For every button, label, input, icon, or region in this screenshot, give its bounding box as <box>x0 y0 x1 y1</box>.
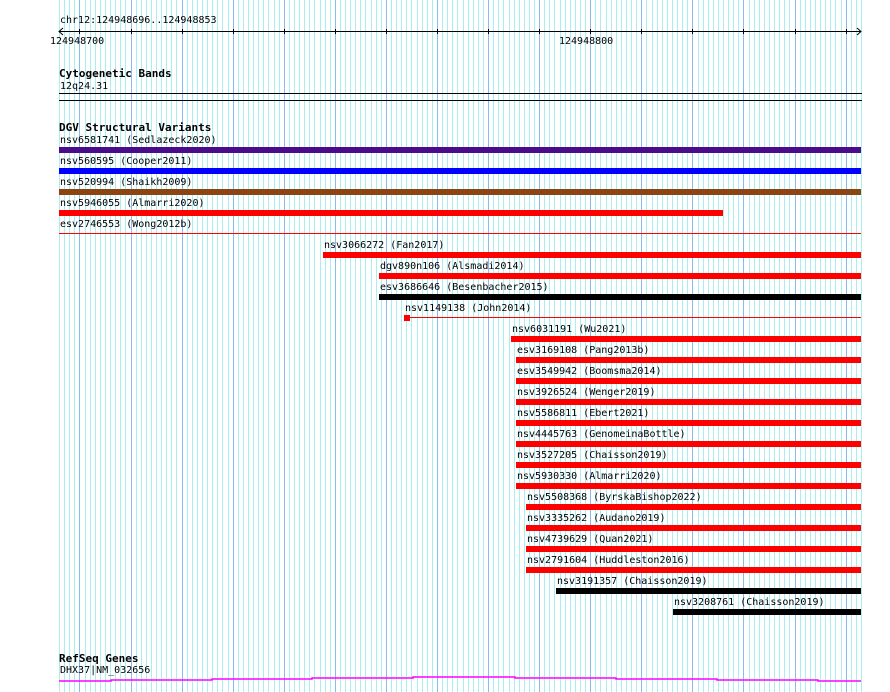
variant-label[interactable]: nsv5508368 (ByrskaBishop2022) <box>527 492 702 503</box>
variant-bar[interactable] <box>526 546 861 552</box>
variant-bar[interactable] <box>673 609 861 615</box>
variant-label[interactable]: nsv3191357 (Chaisson2019) <box>557 576 708 587</box>
refseq-track-title: RefSeq Genes <box>59 652 139 665</box>
ruler-tick-label: 124948700 <box>50 36 105 47</box>
variant-label[interactable]: nsv3208761 (Chaisson2019) <box>674 597 825 608</box>
variant-bar[interactable] <box>516 441 861 447</box>
variant-bar[interactable] <box>516 357 861 363</box>
variant-bar[interactable] <box>516 399 861 405</box>
variant-label[interactable]: nsv3066272 (Fan2017) <box>324 240 445 251</box>
cytoband-line <box>59 93 862 94</box>
cytoband-track-title: Cytogenetic Bands <box>59 67 172 80</box>
variant-bar[interactable] <box>511 336 861 342</box>
gene-label[interactable]: DHX37|NM_032656 <box>60 665 151 676</box>
variant-label[interactable]: esv3686646 (Besenbacher2015) <box>380 282 549 293</box>
variant-label[interactable]: nsv6031191 (Wu2021) <box>512 324 627 335</box>
dgv-track-title: DGV Structural Variants <box>59 121 212 134</box>
gene-model[interactable] <box>0 670 890 690</box>
variant-label[interactable]: nsv6581741 (Sedlazeck2020) <box>60 135 217 146</box>
variant-bar[interactable] <box>59 189 861 195</box>
variant-label[interactable]: nsv560595 (Cooper2011) <box>60 156 193 167</box>
variant-label[interactable]: nsv3527205 (Chaisson2019) <box>517 450 668 461</box>
variant-label[interactable]: nsv3335262 (Audano2019) <box>527 513 666 524</box>
variant-bar[interactable] <box>323 252 861 258</box>
variant-bar[interactable] <box>526 567 861 573</box>
ruler-tick-label: 124948800 <box>559 36 614 47</box>
variant-bar[interactable] <box>526 525 861 531</box>
variant-bar[interactable] <box>556 588 861 594</box>
variant-label[interactable]: nsv1149138 (John2014) <box>405 303 532 314</box>
variant-label[interactable]: nsv3926524 (Wenger2019) <box>517 387 656 398</box>
variant-label[interactable]: nsv5586811 (Ebert2021) <box>517 408 650 419</box>
variant-label[interactable]: dgv890n106 (Alsmadi2014) <box>380 261 525 272</box>
variant-bar[interactable] <box>59 168 861 174</box>
variant-label[interactable]: esv3549942 (Boomsma2014) <box>517 366 662 377</box>
variant-label[interactable]: nsv4445763 (GenomeinaBottle) <box>517 429 686 440</box>
variant-bar[interactable] <box>59 210 723 216</box>
track-divider <box>59 100 862 101</box>
variant-label[interactable]: nsv5946055 (Almarri2020) <box>60 198 205 209</box>
variant-label[interactable]: nsv2791604 (Huddleston2016) <box>527 555 690 566</box>
variant-bar[interactable] <box>526 504 861 510</box>
variant-label[interactable]: esv2746553 (Wong2012b) <box>60 219 193 230</box>
cytoband-label: 12q24.31 <box>60 81 109 92</box>
variant-bar[interactable] <box>516 420 861 426</box>
scroll-left-arrow-icon <box>58 27 64 36</box>
variant-label[interactable]: nsv4739629 (Quan2021) <box>527 534 654 545</box>
variant-bar[interactable] <box>516 483 861 489</box>
gene-line <box>59 676 861 682</box>
variant-label[interactable]: nsv5930330 (Almarri2020) <box>517 471 662 482</box>
variant-connector-line <box>410 317 861 318</box>
variant-label[interactable]: esv3169108 (Pang2013b) <box>517 345 650 356</box>
scroll-right-arrow-icon <box>856 27 862 36</box>
variant-bar[interactable] <box>59 147 861 153</box>
variant-line[interactable] <box>59 233 861 234</box>
variant-label[interactable]: nsv520994 (Shaikh2009) <box>60 177 193 188</box>
variant-bar[interactable] <box>379 273 861 279</box>
variant-bar[interactable] <box>516 462 861 468</box>
region-label: chr12:124948696..124948853 <box>60 15 217 26</box>
variant-bar[interactable] <box>379 294 861 300</box>
variant-bar[interactable] <box>516 378 861 384</box>
variant-point[interactable] <box>404 315 410 321</box>
ruler[interactable] <box>0 0 890 50</box>
